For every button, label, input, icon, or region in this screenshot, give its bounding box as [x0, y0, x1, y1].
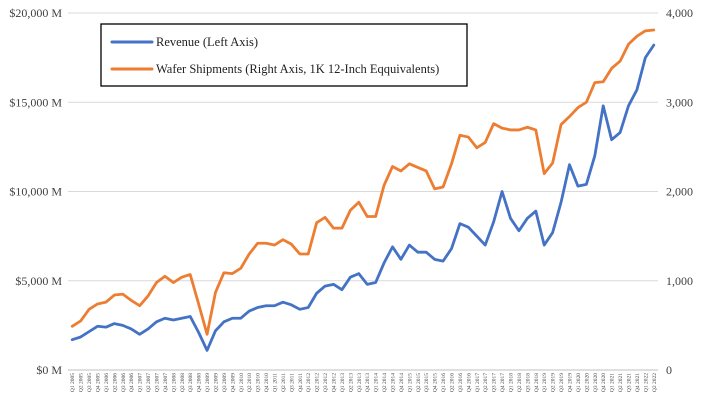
x-axis-tick-label: Q2 2013 — [348, 373, 354, 392]
x-axis-tick-label: Q1 2016 — [441, 373, 447, 392]
x-axis-tick-label: Q4 2013 — [365, 373, 371, 392]
x-axis-tick-label: Q4 2019 — [568, 373, 574, 392]
left-axis-tick-label: $0 M — [36, 363, 62, 377]
x-axis-tick-label: Q3 2019 — [559, 373, 565, 392]
right-axis: 0 1,000 2,000 3,000 4,000 — [666, 6, 693, 377]
x-axis-tick-label: Q1 2017 — [475, 373, 481, 392]
right-axis-tick-label: 3,000 — [666, 95, 693, 109]
x-axis-tick-label: Q4 2011 — [298, 373, 304, 392]
x-axis-tick-label: Q1 2013 — [340, 373, 346, 392]
x-axis-tick-label: Q2 2006 — [112, 373, 118, 392]
x-axis-tick-label: Q4 2010 — [264, 373, 270, 392]
x-axis-tick-label: Q3 2005 — [87, 373, 93, 392]
x-axis-tick-label: Q3 2017 — [492, 373, 498, 392]
x-axis-tick-label: Q3 2018 — [525, 373, 531, 392]
x-axis-tick-label: Q2 2017 — [483, 373, 489, 392]
x-axis-tick-label: Q1 2012 — [306, 373, 312, 392]
x-axis-tick-label: Q1 2014 — [374, 373, 380, 392]
x-axis-tick-label: Q4 2006 — [129, 373, 135, 392]
x-axis-tick-label: Q1 2006 — [104, 373, 110, 392]
x-axis-tick-label: Q4 2008 — [197, 373, 203, 392]
x-axis-tick-label: Q2 2022 — [652, 373, 658, 392]
x-axis-tick-label: Q1 2019 — [542, 373, 548, 392]
x-axis: Q1 2005 Q2 2005 Q3 2005 Q4 2005 Q1 2006 Q2 20… — [70, 373, 658, 392]
x-axis-tick-label: Q3 2010 — [256, 373, 262, 392]
left-axis: $0 M $5,000 M $10,000 M $15,000 M $20,000 M — [9, 6, 62, 377]
x-axis-tick-label: Q4 2018 — [534, 373, 540, 392]
x-axis-tick-label: Q4 2012 — [332, 373, 338, 392]
gridlines — [68, 12, 658, 371]
x-axis-tick-label: Q2 2007 — [146, 373, 152, 392]
series-line-revenue — [70, 43, 656, 352]
x-axis-tick-label: Q2 2020 — [584, 373, 590, 392]
x-axis-tick-label: Q3 2009 — [222, 373, 228, 392]
x-axis-tick-label: Q4 2020 — [601, 373, 607, 392]
x-axis-tick-label: Q2 2021 — [618, 373, 624, 392]
x-axis-tick-label: Q3 2020 — [593, 373, 599, 392]
x-axis-tick-label: Q1 2007 — [138, 373, 144, 392]
right-axis-tick-label: 2,000 — [666, 185, 693, 199]
x-axis-tick-label: Q1 2010 — [239, 373, 245, 392]
x-axis-tick-label: Q2 2008 — [180, 373, 186, 392]
series-line-wafer-shipments — [70, 28, 656, 336]
x-axis-tick-label: Q4 2007 — [163, 373, 169, 392]
x-axis-tick-label: Q4 2015 — [433, 373, 439, 392]
x-axis-tick-label: Q2 2009 — [214, 373, 220, 392]
right-axis-tick-label: 0 — [666, 363, 672, 377]
x-axis-tick-label: Q2 2005 — [79, 373, 85, 392]
x-axis-tick-label: Q4 2021 — [635, 373, 641, 392]
x-axis-tick-label: Q1 2008 — [171, 373, 177, 392]
x-axis-tick-label: Q3 2013 — [357, 373, 363, 392]
x-axis-tick-label: Q1 2021 — [610, 373, 616, 392]
x-axis-tick-label: Q2 2015 — [416, 373, 422, 392]
x-axis-tick-label: Q1 2011 — [273, 373, 279, 392]
x-axis-tick-label: Q4 2009 — [230, 373, 236, 392]
legend-label-wafer-shipments: Wafer Shipments (Right Axis, 1K 12-Inch … — [156, 62, 439, 76]
x-axis-tick-label: Q1 2009 — [205, 373, 211, 392]
left-axis-tick-label: $5,000 M — [15, 274, 62, 288]
x-axis-tick-label: Q2 2012 — [315, 373, 321, 392]
legend-box — [100, 23, 468, 87]
x-axis-tick-label: Q1 2015 — [407, 373, 413, 392]
right-axis-tick-label: 4,000 — [666, 6, 693, 20]
left-axis-tick-label: $10,000 M — [9, 185, 62, 199]
x-axis-tick-label: Q2 2018 — [517, 373, 523, 392]
x-axis-tick-label: Q3 2014 — [391, 373, 397, 392]
x-axis-tick-label: Q4 2014 — [399, 373, 405, 392]
x-axis-tick-label: Q4 2016 — [466, 373, 472, 392]
x-axis-tick-label: Q4 2017 — [500, 373, 506, 392]
x-axis-tick-label: Q2 2011 — [281, 373, 287, 392]
x-axis-tick-label: Q1 2018 — [509, 373, 515, 392]
legend-label-revenue: Revenue (Left Axis) — [156, 35, 258, 49]
x-axis-tick-label: Q1 2022 — [643, 373, 649, 392]
series-group — [70, 28, 656, 352]
legend: Revenue (Left Axis) Wafer Shipments (Rig… — [100, 23, 468, 87]
x-axis-tick-label: Q4 2005 — [96, 373, 102, 392]
x-axis-tick-label: Q3 2008 — [188, 373, 194, 392]
x-axis-tick-label: Q2 2014 — [382, 373, 388, 392]
x-axis-tick-label: Q3 2015 — [424, 373, 430, 392]
x-axis-tick-label: Q1 2005 — [70, 373, 76, 392]
x-axis-tick-label: Q3 2006 — [121, 373, 127, 392]
x-axis-tick-label: Q1 2020 — [576, 373, 582, 392]
x-axis-tick-label: Q2 2010 — [247, 373, 253, 392]
right-axis-tick-label: 1,000 — [666, 274, 693, 288]
x-axis-tick-label: Q3 2012 — [323, 373, 329, 392]
left-axis-tick-label: $15,000 M — [9, 95, 62, 109]
x-axis-tick-label: Q2 2019 — [551, 373, 557, 392]
x-axis-tick-label: Q3 2021 — [627, 373, 633, 392]
x-axis-tick-label: Q3 2007 — [155, 373, 161, 392]
x-axis-tick-label: Q3 2011 — [289, 373, 295, 392]
x-axis-tick-label: Q3 2016 — [458, 373, 464, 392]
left-axis-tick-label: $20,000 M — [9, 6, 62, 20]
x-axis-tick-label: Q2 2016 — [450, 373, 456, 392]
